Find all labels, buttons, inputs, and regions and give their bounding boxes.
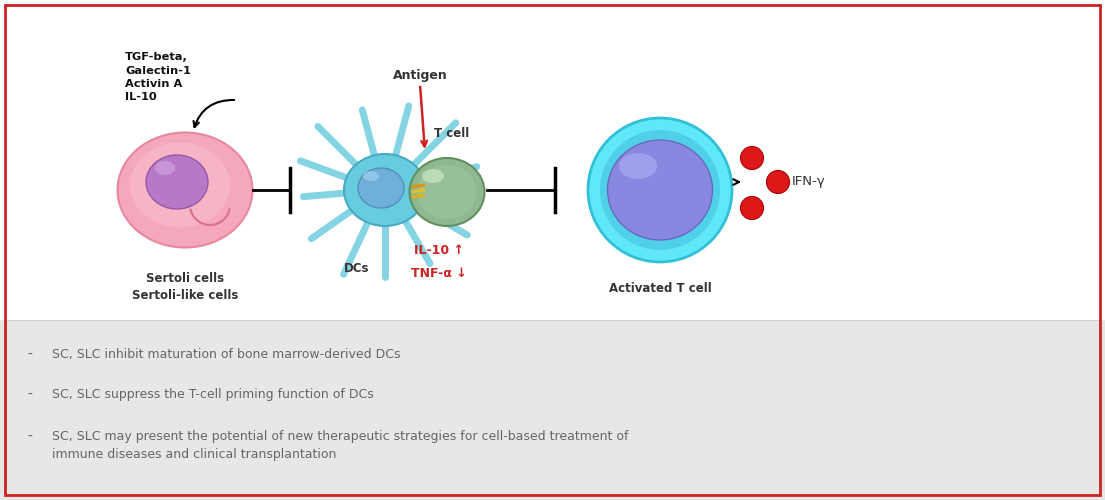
Text: SC, SLC suppress the T-cell priming function of DCs: SC, SLC suppress the T-cell priming func…: [52, 388, 373, 401]
Text: TNF-α ↓: TNF-α ↓: [411, 267, 467, 280]
Ellipse shape: [417, 165, 477, 219]
Circle shape: [600, 130, 720, 250]
Ellipse shape: [358, 168, 404, 208]
Text: Sertoli cells
Sertoli-like cells: Sertoli cells Sertoli-like cells: [131, 272, 239, 302]
Circle shape: [740, 196, 764, 220]
Circle shape: [767, 170, 789, 194]
Ellipse shape: [344, 154, 427, 226]
Circle shape: [740, 146, 764, 170]
Ellipse shape: [146, 155, 208, 209]
Ellipse shape: [155, 161, 175, 175]
Text: -: -: [28, 348, 32, 362]
Text: -: -: [28, 388, 32, 402]
Bar: [0, 0, 1105, 320]
Text: -: -: [28, 430, 32, 444]
Ellipse shape: [619, 153, 657, 179]
Ellipse shape: [364, 171, 379, 181]
Ellipse shape: [422, 169, 444, 183]
Text: TGF-beta,
Galectin-1
Activin A
IL-10: TGF-beta, Galectin-1 Activin A IL-10: [125, 52, 191, 102]
Text: Activated T cell: Activated T cell: [609, 282, 712, 295]
Ellipse shape: [410, 158, 484, 226]
Text: IL-10 ↑: IL-10 ↑: [414, 244, 464, 257]
Ellipse shape: [130, 142, 230, 228]
Text: SC, SLC may present the potential of new therapeutic strategies for cell-based t: SC, SLC may present the potential of new…: [52, 430, 629, 461]
Ellipse shape: [117, 132, 253, 248]
Circle shape: [588, 118, 732, 262]
Ellipse shape: [608, 140, 713, 240]
Bar: [0, 320, 1105, 500]
Text: Antigen: Antigen: [392, 69, 448, 82]
Text: DCs: DCs: [345, 262, 370, 275]
Text: SC, SLC inhibit maturation of bone marrow-derived DCs: SC, SLC inhibit maturation of bone marro…: [52, 348, 400, 361]
Text: IFN-γ: IFN-γ: [792, 176, 825, 188]
Text: T cell: T cell: [434, 127, 470, 140]
